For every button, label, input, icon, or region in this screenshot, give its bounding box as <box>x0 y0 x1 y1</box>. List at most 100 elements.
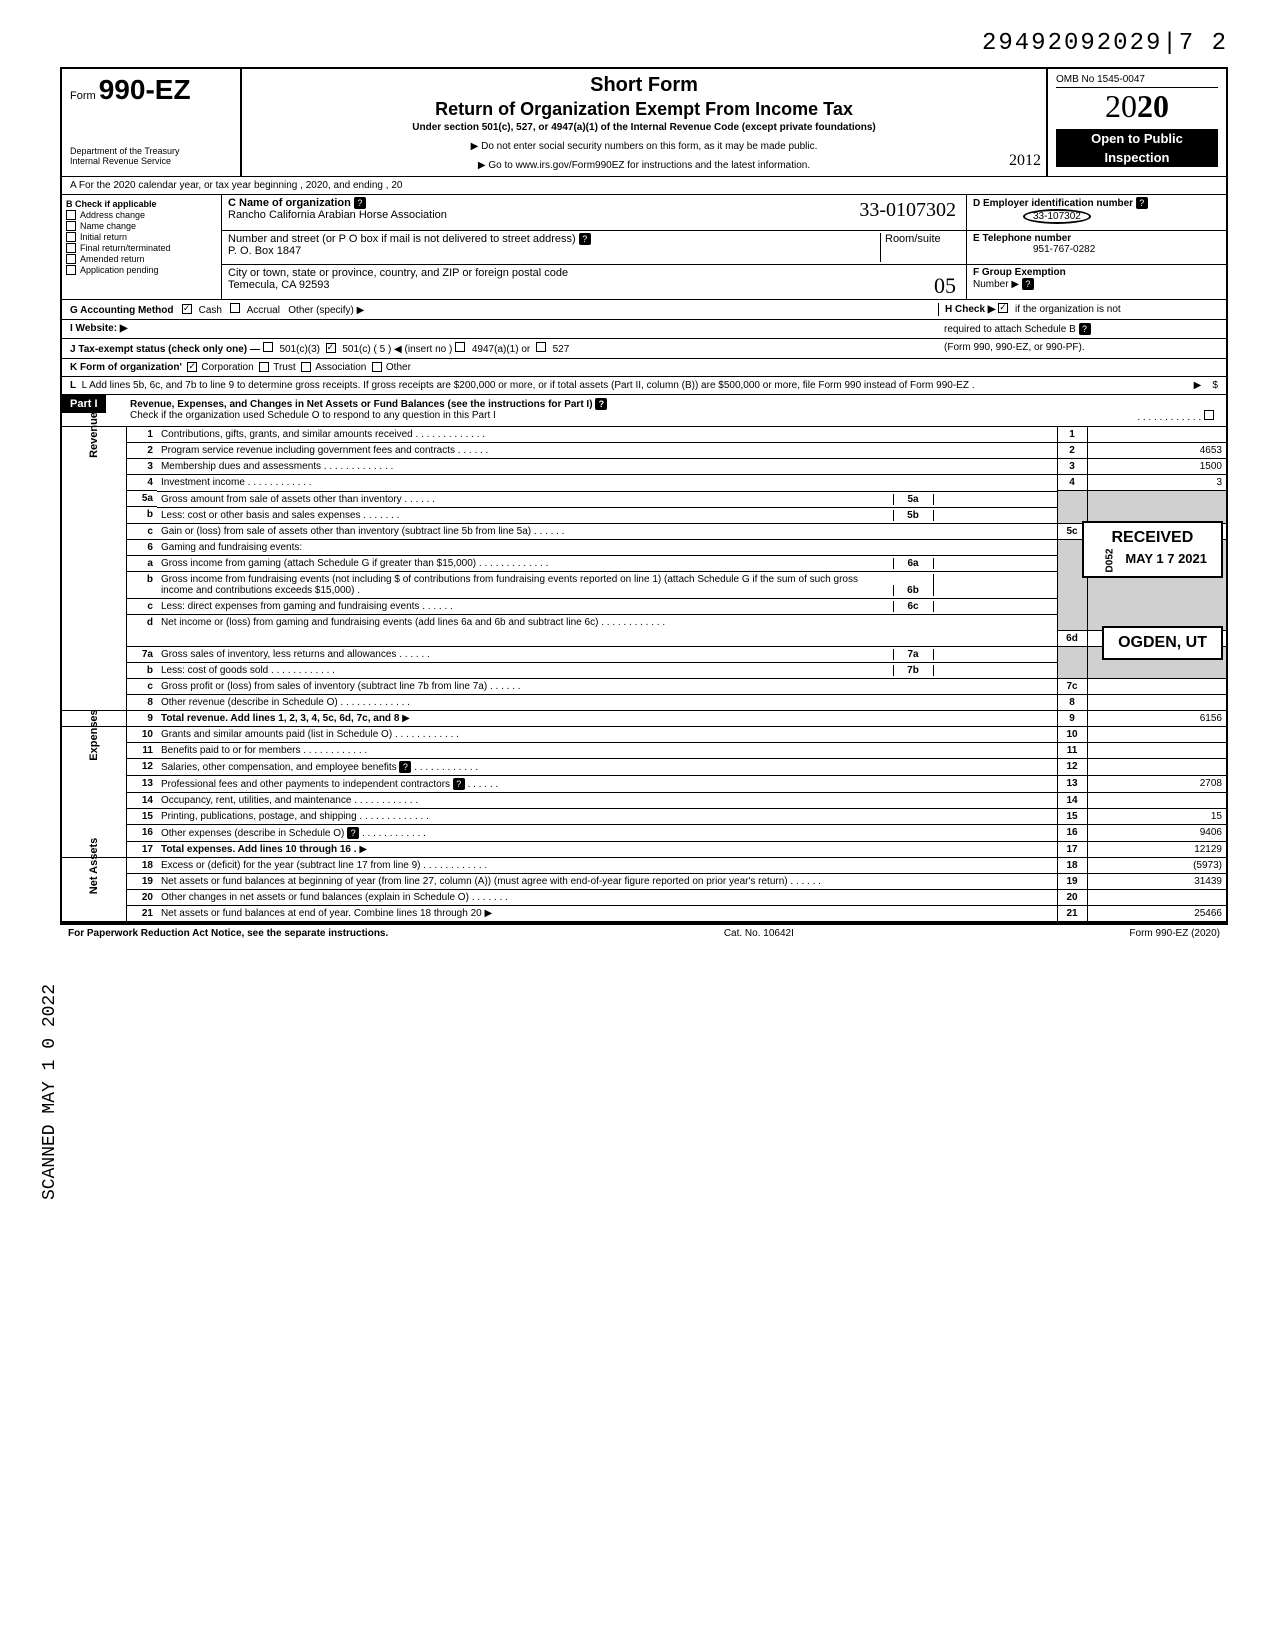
part-1-check: Check if the organization used Schedule … <box>130 410 496 421</box>
addr-row: Number and street (or P O box if mail is… <box>222 231 966 265</box>
received-label: RECEIVED <box>1098 529 1207 547</box>
part-1-title: Revenue, Expenses, and Changes in Net As… <box>122 395 1226 426</box>
chk-final[interactable]: Final return/terminated <box>66 243 217 253</box>
line-1-value[interactable] <box>1087 427 1227 443</box>
d-ein-row: D Employer identification number ? 33-10… <box>967 195 1226 231</box>
ein-value: 33-107302 <box>1023 209 1091 224</box>
section-bcd: B Check if applicable Address change Nam… <box>60 194 1228 299</box>
line-7a-value[interactable] <box>933 649 1053 660</box>
line-5b-value[interactable] <box>933 510 1053 521</box>
city-state-zip: Temecula, CA 92593 <box>228 279 330 291</box>
help-icon: ? <box>354 197 366 209</box>
row-g-h: G Accounting Method Cash Accrual Other (… <box>60 299 1228 319</box>
line-9-value[interactable]: 6156 <box>1087 711 1227 727</box>
addr-label: Number and street (or P O box if mail is… <box>228 233 576 245</box>
help-icon: ? <box>595 398 607 410</box>
line-19-value[interactable]: 31439 <box>1087 874 1227 890</box>
note-ssn: ▶ Do not enter social security numbers o… <box>252 141 1036 152</box>
ogden-stamp: OGDEN, UT <box>1102 626 1223 660</box>
revenue-sidebar: Revenue <box>61 427 127 711</box>
b-label: B Check if applicable <box>66 199 217 209</box>
line-10-value[interactable] <box>1087 727 1227 743</box>
line-7c-value[interactable] <box>1087 679 1227 695</box>
row-j: J Tax-exempt status (check only one) — 5… <box>60 338 1228 358</box>
help-icon: ? <box>1079 323 1091 335</box>
page-footer: For Paperwork Reduction Act Notice, see … <box>60 923 1228 942</box>
line-3-value[interactable]: 1500 <box>1087 459 1227 475</box>
chk-4947[interactable] <box>455 342 465 352</box>
line-7b-value[interactable] <box>933 665 1053 676</box>
line-6a-value[interactable] <box>933 558 1053 569</box>
column-de: D Employer identification number ? 33-10… <box>966 195 1226 299</box>
chk-pending[interactable]: Application pending <box>66 265 217 275</box>
irs-label: Internal Revenue Service <box>70 156 232 166</box>
line-21-value[interactable]: 25466 <box>1087 906 1227 923</box>
chk-accrual[interactable] <box>230 303 240 313</box>
line-8-value[interactable] <box>1087 695 1227 711</box>
open-to-public: Open to Public <box>1056 129 1218 148</box>
d-label: D Employer identification number <box>973 198 1133 209</box>
c-name-label: C Name of organization <box>228 197 351 209</box>
chk-527[interactable] <box>536 342 546 352</box>
line-13-value[interactable]: 2708 <box>1087 776 1227 793</box>
chk-501c3[interactable] <box>263 342 273 352</box>
po-box: P. O. Box 1847 <box>228 245 301 257</box>
f-label: F Group Exemption <box>973 267 1066 278</box>
501c-num: 5 <box>380 344 386 355</box>
form-header: Form 990-EZ Department of the Treasury I… <box>60 67 1228 176</box>
note-url-text: ▶ Go to www.irs.gov/Form990EZ for instru… <box>478 160 810 171</box>
line-17-value[interactable]: 12129 <box>1087 842 1227 858</box>
chk-amended[interactable]: Amended return <box>66 254 217 264</box>
subtitle: Under section 501(c), 527, or 4947(a)(1)… <box>252 122 1036 133</box>
j-label: J Tax-exempt status (check only one) — <box>70 344 260 355</box>
footer-form: Form 990-EZ (2020) <box>1129 928 1220 939</box>
dln: 29492092029|7 2 <box>60 30 1228 57</box>
org-name-row: C Name of organization ? Rancho Californ… <box>222 195 966 231</box>
chk-501c[interactable] <box>326 343 336 353</box>
chk-other-org[interactable] <box>372 362 382 372</box>
ein-handwritten: 33-0107302 <box>859 199 956 222</box>
line-4-value[interactable]: 3 <box>1087 475 1227 491</box>
chk-name[interactable]: Name change <box>66 221 217 231</box>
help-icon: ? <box>579 233 591 245</box>
footer-catno: Cat. No. 10642I <box>724 928 794 939</box>
phone-value: 951-767-0282 <box>1033 244 1095 255</box>
chk-initial[interactable]: Initial return <box>66 232 217 242</box>
row-i-h3: I Website: ▶ required to attach Schedule… <box>60 319 1228 338</box>
help-icon: ? <box>1136 197 1148 209</box>
received-stamp: RECEIVED D052 MAY 1 7 2021 <box>1082 521 1223 578</box>
g-label: G Accounting Method <box>70 305 174 316</box>
chk-corp[interactable] <box>187 362 197 372</box>
chk-address[interactable]: Address change <box>66 210 217 220</box>
chk-trust[interactable] <box>259 362 269 372</box>
line-14-value[interactable] <box>1087 793 1227 809</box>
f-group-row: F Group Exemption Number ▶ ? <box>967 265 1226 299</box>
line-18-value[interactable]: (5973) <box>1087 858 1227 874</box>
help-icon: ? <box>1022 278 1034 290</box>
help-icon: ? <box>399 761 411 773</box>
city-row: City or town, state or province, country… <box>222 265 966 299</box>
line-5a-value[interactable] <box>933 494 1053 505</box>
omb-number: OMB No 1545-0047 <box>1056 74 1218 88</box>
chk-sched-b[interactable] <box>998 303 1008 313</box>
part-1-header-row: Part I Revenue, Expenses, and Changes in… <box>60 394 1228 426</box>
e-label: E Telephone number <box>973 233 1071 244</box>
footer-paperwork: For Paperwork Reduction Act Notice, see … <box>68 928 388 939</box>
line-15-value[interactable]: 15 <box>1087 809 1227 825</box>
line-6b-value[interactable] <box>933 574 1053 596</box>
chk-cash[interactable] <box>182 304 192 314</box>
year-light: 20 <box>1105 88 1137 124</box>
chk-assoc[interactable] <box>301 362 311 372</box>
chk-sched-o[interactable] <box>1204 410 1214 420</box>
h-text4: (Form 990, 990-EZ, or 990-PF). <box>938 342 1218 355</box>
line-16-value[interactable]: 9406 <box>1087 825 1227 842</box>
line-6c-value[interactable] <box>933 601 1053 612</box>
line-2-value[interactable]: 4653 <box>1087 443 1227 459</box>
i-website: I Website: ▶ <box>70 323 938 335</box>
line-20-value[interactable] <box>1087 890 1227 906</box>
line-11-value[interactable] <box>1087 743 1227 759</box>
d052: D052 <box>1104 549 1115 573</box>
line-12-value[interactable] <box>1087 759 1227 776</box>
room-suite-label: Room/suite <box>880 233 960 262</box>
form-lines-table: Revenue 1 Contributions, gifts, grants, … <box>60 426 1228 923</box>
